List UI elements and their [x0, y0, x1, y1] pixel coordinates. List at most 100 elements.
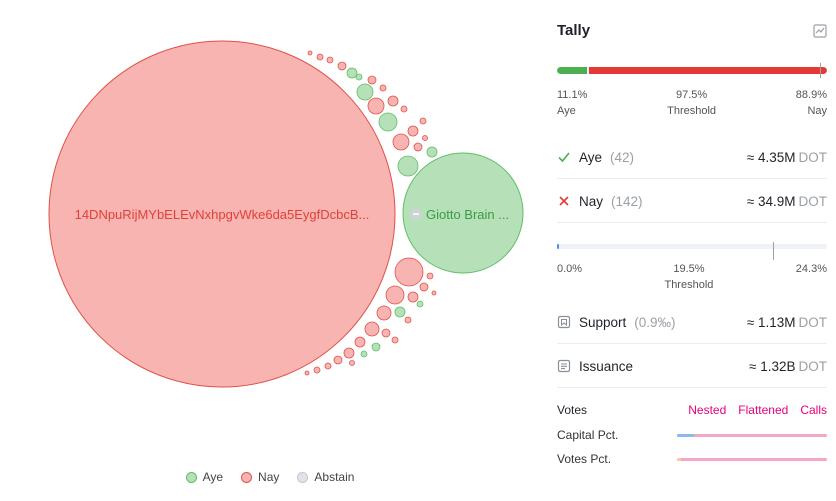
minus-circle-icon — [410, 208, 422, 220]
nay-vote-bubble[interactable] — [307, 50, 313, 56]
tally-panel: Tally 11.1% Aye 97.5% Threshold 88.9% Na… — [557, 0, 829, 501]
nay-vote-bubble[interactable] — [422, 135, 428, 141]
small-vote-bubbles — [304, 50, 438, 376]
issuance-amount: ≈ 1.32B — [749, 358, 796, 374]
nay-vote-bubble[interactable] — [304, 370, 310, 376]
legend-aye[interactable]: Aye — [185, 470, 224, 484]
nay-vote-bubble[interactable] — [392, 133, 410, 151]
support-row: Support (0.9‰) ≈ 1.13M DOT — [557, 310, 827, 334]
tab-flattened[interactable]: Flattened — [738, 403, 789, 417]
tab-calls[interactable]: Calls — [800, 403, 827, 417]
support-threshold-pct: 19.5% — [673, 263, 705, 275]
aye-vote-bubble[interactable] — [397, 155, 419, 177]
support-pct: (0.9‰) — [634, 314, 676, 330]
nay-vote-bubble[interactable] — [419, 282, 429, 292]
nay-vote-bubble[interactable] — [337, 61, 347, 71]
nay-main-bubble[interactable] — [48, 40, 396, 388]
capital-pct-aye-fill — [677, 433, 694, 437]
issuance-row: Issuance ≈ 1.32B DOT — [557, 354, 827, 378]
aye-vote-bubble[interactable] — [356, 83, 374, 101]
aye-vote-bubble[interactable] — [416, 300, 424, 308]
nay-vote-bubble[interactable] — [394, 257, 424, 287]
aye-count: (42) — [610, 149, 635, 165]
nay-vote-bubble[interactable] — [316, 53, 324, 61]
divider — [557, 178, 827, 179]
support-labels: 0.0% 19.5% Threshold 24.3% — [557, 261, 827, 293]
nay-vote-bubble[interactable] — [313, 366, 321, 374]
nay-vote-bubble[interactable] — [349, 360, 355, 366]
aye-vote-bubble[interactable] — [360, 350, 368, 358]
vote-bubble-chart: 14DNpuRijMYbELEvNxhpgvWke6da5EygfDcbcB..… — [48, 40, 524, 388]
approval-threshold-marker — [820, 63, 821, 78]
divider — [557, 222, 827, 223]
nay-vote-bubble[interactable] — [400, 105, 408, 113]
aye-unit: DOT — [798, 149, 828, 165]
aye-vote-bubble[interactable] — [394, 306, 406, 318]
nay-vote-bubble[interactable] — [333, 355, 343, 365]
aye-vote-bubble[interactable] — [378, 112, 398, 132]
approval-nay-pct: 88.9% — [795, 89, 827, 101]
aye-main-bubble[interactable] — [402, 152, 524, 274]
approval-labels: 11.1% Aye 97.5% Threshold 88.9% Nay — [557, 87, 827, 119]
legend-aye-dot — [185, 471, 197, 483]
aye-vote-bubble[interactable] — [346, 67, 358, 79]
approval-nay-fill — [589, 67, 827, 74]
votes-pct-label: Votes Pct. — [557, 452, 612, 466]
votes-pct-row: Votes Pct. — [557, 452, 827, 466]
bubble-svg: 14DNpuRijMYbELEvNxhpgvWke6da5EygfDcbcB..… — [48, 40, 524, 388]
nay-vote-bubble[interactable] — [391, 336, 399, 344]
chart-toggle-icon[interactable] — [813, 24, 827, 38]
support-amount: ≈ 1.13M — [746, 314, 796, 330]
approval-aye-label: Aye — [557, 105, 576, 117]
tally-title: Tally — [557, 22, 591, 39]
votes-title: Votes — [557, 403, 588, 417]
nay-vote-bubble[interactable] — [419, 117, 427, 125]
legend-nay-dot — [241, 471, 253, 483]
nay-vote-bubble[interactable] — [387, 95, 399, 107]
approval-aye-pct: 11.1% — [557, 89, 588, 101]
legend-aye-label: Aye — [202, 470, 224, 484]
nay-vote-bubble[interactable] — [324, 362, 332, 370]
nay-label: Nay — [579, 193, 604, 209]
legend-abstain[interactable]: Abstain — [297, 470, 354, 484]
legend-abstain-dot — [297, 471, 309, 483]
approval-threshold-pct: 97.5% — [675, 89, 708, 101]
nay-vote-bubble[interactable] — [385, 285, 405, 305]
nay-vote-bubble[interactable] — [404, 316, 412, 324]
legend-abstain-label: Abstain — [314, 470, 355, 484]
nay-vote-bubble[interactable] — [431, 290, 437, 296]
nay-vote-bubble[interactable] — [367, 75, 377, 85]
nay-vote-bubble[interactable] — [364, 321, 380, 337]
approval-bar — [557, 67, 827, 74]
nay-amount: ≈ 34.9M — [746, 193, 796, 209]
nay-vote-bubble[interactable] — [379, 84, 387, 92]
legend-nay[interactable]: Nay — [241, 470, 279, 484]
tab-nested[interactable]: Nested — [688, 403, 727, 417]
legend-nay-label: Nay — [258, 470, 280, 484]
aye-amount: ≈ 4.35M — [746, 149, 796, 165]
nay-main-label: 14DNpuRijMYbELEvNxhpgvWke6da5EygfDcbcB..… — [75, 207, 370, 222]
nay-vote-bubble[interactable] — [381, 328, 391, 338]
nay-vote-bubble[interactable] — [376, 305, 392, 321]
capital-pct-row: Capital Pct. — [557, 428, 827, 442]
aye-vote-bubble[interactable] — [355, 73, 363, 81]
nay-vote-bubble[interactable] — [354, 336, 366, 348]
nay-vote-bubble[interactable] — [326, 56, 334, 64]
aye-vote-bubble[interactable] — [426, 146, 438, 158]
approval-threshold-label: Threshold — [667, 105, 717, 117]
votes-pct-aye-fill — [677, 457, 682, 461]
support-unit: DOT — [798, 314, 828, 330]
support-bar — [557, 244, 827, 249]
nay-vote-bubble[interactable] — [413, 142, 423, 152]
nay-vote-bubble[interactable] — [367, 97, 385, 115]
nay-vote-bubble[interactable] — [407, 125, 419, 137]
nay-vote-bubble[interactable] — [407, 291, 419, 303]
nay-vote-bubble[interactable] — [343, 347, 355, 359]
capital-pct-bar — [677, 433, 827, 437]
nay-vote-bubble[interactable] — [426, 272, 434, 280]
aye-vote-bubble[interactable] — [371, 342, 381, 352]
issuance-unit: DOT — [798, 358, 828, 374]
support-icon — [557, 315, 571, 329]
cross-icon — [559, 196, 569, 206]
support-threshold-label: Threshold — [664, 279, 714, 291]
